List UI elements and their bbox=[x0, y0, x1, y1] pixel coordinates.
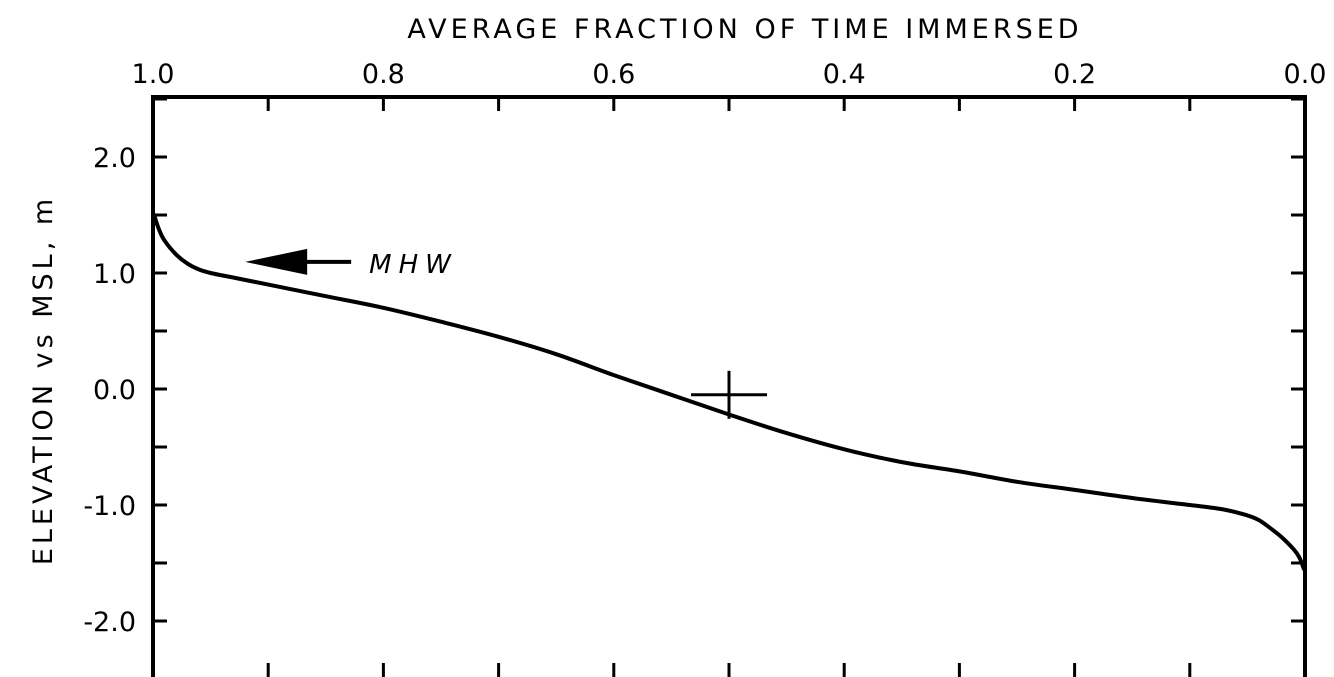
x-tick-label: 0.6 bbox=[592, 59, 635, 90]
annot-layer: MHW bbox=[245, 248, 767, 419]
x-tick-label: 0.4 bbox=[823, 59, 866, 90]
y-tick-label: 0.0 bbox=[93, 375, 136, 406]
labels-layer: 1.0 0.8 0.6 0.4 0.2 0.0 2.0 1.0 0.0 -1.0 -2.0 bbox=[83, 59, 1326, 638]
x-axis-title: AVERAGE FRACTION OF TIME IMMERSED bbox=[407, 14, 1082, 45]
plot-frame bbox=[151, 95, 1307, 677]
x-tick-label: 0.8 bbox=[362, 59, 405, 90]
y-axis-title: ELEVATION vs MSL, m bbox=[28, 195, 59, 565]
x-tick-label: 0.0 bbox=[1284, 59, 1327, 90]
y-tick-label: 1.0 bbox=[93, 259, 136, 290]
mhw-label: MHW bbox=[369, 250, 458, 280]
mhw-arrowhead bbox=[245, 248, 308, 275]
x-tick-label: 1.0 bbox=[132, 59, 175, 90]
y-tick-label: -2.0 bbox=[83, 607, 136, 638]
x-tick-label: 0.2 bbox=[1053, 59, 1096, 90]
y-tick-label: -1.0 bbox=[83, 491, 136, 522]
y-tick-label: 2.0 bbox=[93, 143, 136, 174]
